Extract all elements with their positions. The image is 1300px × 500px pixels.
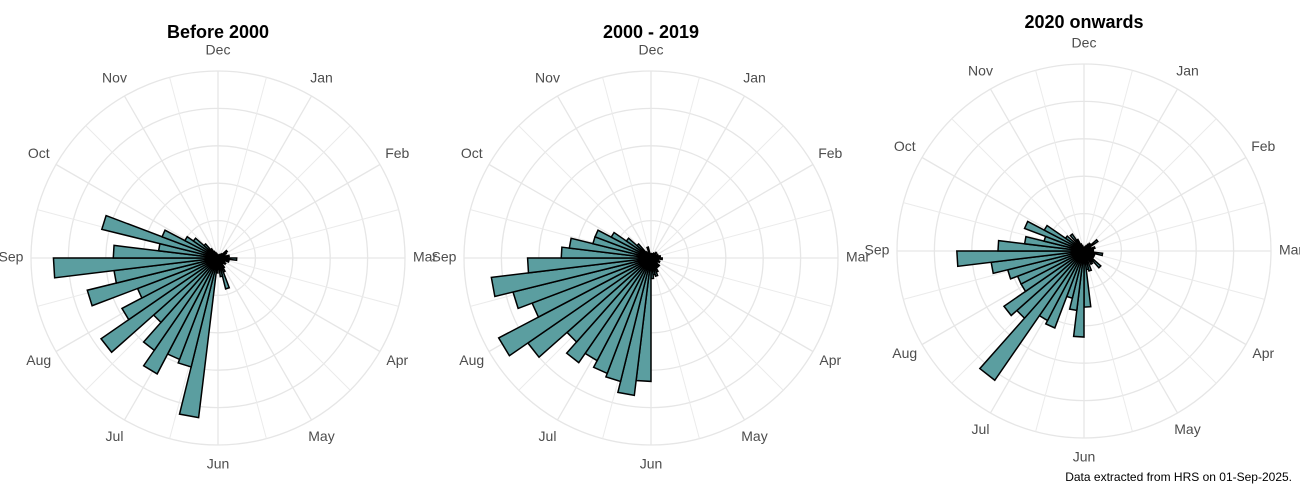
angular-gridline — [217, 77, 267, 259]
angular-gridline — [123, 95, 219, 259]
polar-chart-2020-onwards: 2020 onwards Jan Feb Mar Apr May Jun Jul Aug Sep… — [865, 12, 1300, 465]
angular-gridline — [650, 257, 832, 307]
angular-gridline — [650, 77, 700, 259]
angular-gridline — [1035, 70, 1085, 252]
month-label-jan: Jan — [310, 69, 333, 85]
angular-gridline — [602, 77, 652, 259]
angular-gridline — [556, 95, 652, 259]
angular-gridline — [650, 257, 784, 391]
month-label-jul: Jul — [106, 428, 124, 444]
angular-gridline — [650, 257, 746, 421]
month-label-jan: Jan — [743, 69, 766, 85]
angular-gridline — [217, 163, 381, 259]
month-label-aug: Aug — [459, 352, 484, 368]
angular-gridline — [989, 88, 1085, 252]
month-label-jul: Jul — [972, 421, 990, 437]
month-label-oct: Oct — [894, 138, 916, 154]
month-label-dec: Dec — [1072, 35, 1097, 51]
angular-gridline — [217, 125, 351, 259]
chart-title-2000-2019: 2000 - 2019 — [603, 22, 699, 42]
month-label-jan: Jan — [1176, 62, 1199, 78]
month-label-mar: Mar — [846, 249, 870, 265]
chart-title-before-2000: Before 2000 — [167, 22, 269, 42]
angular-gridline — [169, 77, 219, 259]
month-label-apr: Apr — [1252, 345, 1274, 361]
month-label-aug: Aug — [892, 345, 917, 361]
angular-gridline — [650, 163, 814, 259]
month-label-apr: Apr — [819, 352, 841, 368]
polar-chart-2000-2019: 2000 - 2019 Jan Feb Mar Apr May Jun Jul Aug Sep O… — [432, 22, 871, 472]
angular-gridline — [1083, 118, 1217, 252]
chart-title-2020-onwards: 2020 onwards — [1024, 12, 1143, 32]
month-label-sep: Sep — [865, 242, 890, 258]
month-label-oct: Oct — [28, 145, 50, 161]
angular-gridline — [650, 257, 700, 439]
angular-gridline — [1083, 202, 1265, 252]
month-label-mar: Mar — [1279, 242, 1300, 258]
angular-gridline — [951, 118, 1085, 252]
month-label-may: May — [1174, 421, 1200, 437]
month-label-jun: Jun — [640, 456, 663, 472]
month-label-jun: Jun — [1073, 449, 1096, 465]
month-label-sep: Sep — [0, 249, 24, 265]
data-source-caption: Data extracted from HRS on 01-Sep-2025. — [1065, 470, 1292, 484]
month-label-dec: Dec — [639, 42, 664, 58]
month-label-may: May — [308, 428, 334, 444]
angular-gridline — [1083, 250, 1179, 414]
polar-chart-before-2000: Before 2000 Jan Feb Mar Apr May Jun Jul Aug Sep O… — [0, 22, 437, 472]
month-label-may: May — [741, 428, 767, 444]
angular-gridline — [1083, 250, 1247, 346]
month-label-sep: Sep — [432, 249, 457, 265]
angular-gridline — [85, 125, 219, 259]
angular-gridline — [1083, 88, 1179, 252]
month-label-jun: Jun — [207, 456, 230, 472]
angular-gridline — [650, 95, 746, 259]
angular-gridline — [1083, 70, 1133, 252]
month-label-feb: Feb — [1251, 138, 1275, 154]
month-label-aug: Aug — [26, 352, 51, 368]
angular-gridline — [650, 257, 814, 353]
angular-gridline — [217, 257, 313, 421]
month-label-nov: Nov — [968, 62, 993, 78]
angular-gridline — [217, 257, 399, 307]
month-label-jul: Jul — [539, 428, 557, 444]
angular-gridline — [217, 257, 381, 353]
angular-gridline — [1083, 250, 1217, 384]
angular-gridline — [1083, 250, 1133, 432]
angular-gridline — [650, 209, 832, 259]
month-label-dec: Dec — [206, 42, 231, 58]
month-label-nov: Nov — [535, 69, 560, 85]
angular-gridline — [1083, 156, 1247, 252]
angular-gridline — [217, 257, 351, 391]
month-label-nov: Nov — [102, 69, 127, 85]
month-label-feb: Feb — [818, 145, 842, 161]
month-label-mar: Mar — [413, 249, 437, 265]
angular-gridline — [217, 209, 399, 259]
month-label-oct: Oct — [461, 145, 483, 161]
angular-gridline — [217, 95, 313, 259]
month-label-apr: Apr — [386, 352, 408, 368]
angular-gridline — [518, 125, 652, 259]
month-label-feb: Feb — [385, 145, 409, 161]
week-bar-52 — [649, 252, 652, 259]
angular-gridline — [1083, 250, 1265, 300]
angular-gridline — [650, 125, 784, 259]
